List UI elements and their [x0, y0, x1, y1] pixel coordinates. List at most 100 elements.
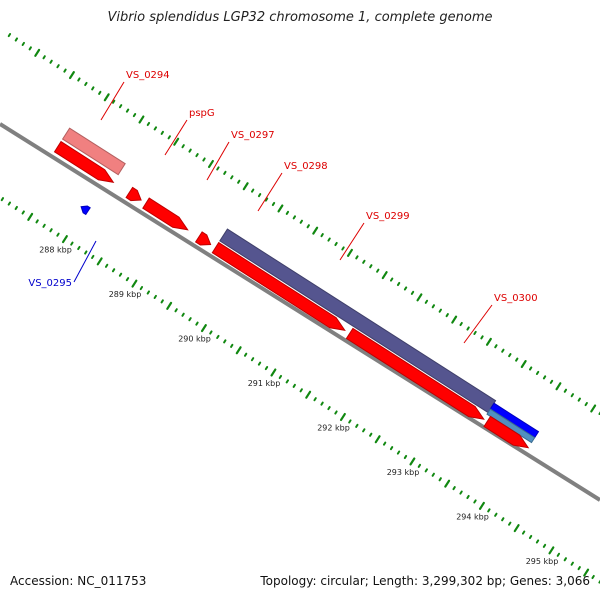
inner-tick-mark: [374, 435, 381, 444]
gene-labels: VS_0294 VS_0295 pspG VS_0297 VS_0298 VS_0299 V…: [28, 70, 538, 344]
outer-tick-mark: [173, 137, 180, 146]
inner-tick-mark: [591, 574, 595, 580]
inner-tick-mark: [583, 568, 590, 577]
outer-tick-mark: [28, 46, 32, 51]
label-leader-vs-0299: [339, 222, 365, 261]
kbp-label-288: 288 kbp: [39, 246, 72, 255]
outer-tick-mark: [416, 293, 423, 302]
feature-steel-blue-band: [486, 408, 536, 444]
outer-tick-mark: [216, 166, 220, 171]
inner-tick-mark: [320, 401, 324, 406]
genome-stats-text: Topology: circular; Length: 3,299,302 bp…: [260, 574, 590, 588]
inner-tick-mark: [61, 235, 68, 244]
outer-tick-mark: [549, 379, 554, 384]
outer-tick-mark: [494, 344, 498, 349]
outer-tick-mark: [237, 179, 241, 184]
label-leader-vs-0294: [100, 81, 125, 121]
label-leader-pspg: [164, 119, 188, 156]
inner-tick-mark: [216, 334, 220, 340]
inner-tick-mark: [209, 330, 213, 335]
outer-tick-mark: [515, 357, 519, 362]
inner-tick-mark: [501, 517, 505, 522]
inner-tick-mark: [0, 197, 5, 202]
outer-tick-mark: [34, 48, 41, 57]
inner-tick-mark: [305, 390, 312, 399]
outer-tick-mark: [160, 130, 164, 135]
outer-tick-mark: [535, 370, 540, 375]
inner-tick-mark: [424, 468, 429, 473]
outer-tick-mark: [56, 64, 60, 69]
outer-tick-mark: [459, 321, 463, 327]
outer-tick-mark: [312, 226, 319, 235]
gene-label-vs-0294: VS_0294: [126, 70, 170, 81]
inner-tick-mark: [556, 552, 561, 557]
outer-tick-mark: [341, 246, 345, 251]
gene-label-pspg: pspG: [189, 108, 215, 119]
inner-tick-mark: [334, 410, 338, 415]
outer-tick-mark: [77, 77, 81, 82]
inner-tick-mark: [250, 357, 255, 362]
inner-tick-mark: [285, 379, 290, 384]
inner-tick-mark: [96, 257, 103, 266]
outer-tick-mark: [292, 215, 297, 220]
outer-tick-mark: [438, 308, 442, 313]
gene-label-vs-0300: VS_0300: [494, 293, 538, 304]
outer-tick-mark: [63, 68, 67, 73]
outer-tick-mark: [195, 153, 199, 158]
inner-tick-mark: [513, 524, 520, 533]
inner-tick-mark: [21, 210, 25, 215]
outer-tick-mark: [207, 159, 214, 169]
outer-tick-mark: [590, 404, 597, 413]
inner-tick-mark: [49, 228, 53, 233]
inner-tick-mark: [438, 477, 442, 482]
kbp-scale-labels: 288 kbp 289 kbp 290 kbp 291 kbp 292 kbp 293 k…: [39, 246, 558, 566]
inner-tick-mark: [118, 272, 123, 277]
inner-tick-mark: [125, 277, 130, 282]
inner-tick-mark: [111, 268, 116, 273]
outer-tick-mark: [570, 393, 575, 398]
inner-tick-mark: [166, 301, 173, 310]
outer-tick-mark: [577, 397, 581, 402]
outer-tick-mark: [257, 193, 262, 198]
inner-tick-mark: [243, 352, 248, 357]
outer-tick-mark: [346, 248, 353, 257]
outer-tick-mark: [501, 348, 505, 353]
gene-vs-0298: [194, 231, 212, 246]
outer-tick-mark: [451, 315, 458, 324]
outer-tick-mark: [485, 337, 492, 346]
outer-tick-mark: [84, 81, 88, 87]
kbp-label-294: 294 kbp: [456, 513, 489, 522]
kbp-label-289: 289 kbp: [109, 290, 142, 299]
inner-tick-mark: [313, 397, 317, 402]
outer-tick-mark: [381, 271, 388, 280]
inner-tick-mark: [104, 263, 109, 268]
kbp-label-291: 291 kbp: [248, 379, 281, 388]
inner-tick-mark: [508, 521, 512, 526]
outer-tick-mark: [327, 237, 331, 242]
inner-tick-mark: [153, 294, 157, 299]
gene-vs-0294: [53, 140, 115, 183]
inner-tick-mark: [396, 450, 401, 455]
inner-tick-mark: [174, 308, 178, 313]
inner-tick-mark: [339, 412, 346, 422]
inner-tick-mark: [270, 368, 277, 377]
inner-tick-mark: [230, 343, 234, 348]
inner-tick-track: [0, 197, 600, 584]
inner-tick-mark: [327, 406, 331, 411]
inner-tick-mark: [188, 317, 192, 322]
gene-track: [53, 140, 530, 449]
gene-label-vs-0298: VS_0298: [284, 161, 328, 172]
outer-tick-mark: [188, 148, 192, 153]
inner-tick-mark: [431, 472, 435, 477]
gene-label-vs-0299: VS_0299: [366, 211, 410, 222]
outer-tick-mark: [424, 299, 429, 304]
inner-tick-mark: [56, 232, 60, 237]
inner-tick-mark: [459, 490, 463, 495]
outer-tick-mark: [473, 330, 477, 335]
outer-tick-mark: [118, 104, 123, 109]
inner-tick-mark: [444, 479, 451, 488]
outer-tick-mark: [132, 113, 137, 118]
outer-tick-mark: [230, 175, 234, 180]
inner-tick-mark: [355, 423, 359, 428]
outer-tick-mark: [14, 37, 19, 42]
